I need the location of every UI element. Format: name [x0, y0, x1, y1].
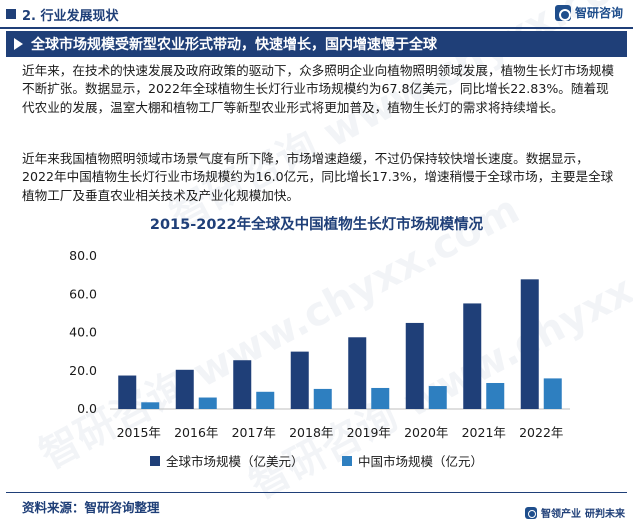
x-tick-label: 2017年 [232, 425, 276, 440]
bar [198, 397, 217, 409]
brand-logo-icon [554, 4, 571, 21]
bar [233, 360, 252, 409]
paragraph-china: 近年来我国植物照明领域市场景气度有所下降，市场增速趋缓，不过仍保持较快增长速度。… [22, 151, 614, 203]
brand-logo-icon [525, 506, 537, 519]
bar [290, 351, 309, 409]
arrow-right-icon [14, 38, 23, 50]
bar [175, 369, 194, 409]
legend-label: 中国市场规模（亿元） [358, 454, 483, 469]
slogan-a: 智领产业 [541, 509, 581, 520]
bar [256, 391, 275, 409]
top-divider [0, 27, 633, 29]
x-tick-label: 2020年 [404, 425, 448, 440]
section-title: 2. 行业发展现状 [22, 9, 119, 24]
y-tick-label: 40.0 [69, 325, 97, 340]
bar [428, 386, 447, 409]
chart-title: 2015-2022年全球及中国植物生长灯市场规模情况 [149, 217, 484, 233]
x-tick-label: 2016年 [174, 425, 218, 440]
x-tick-label: 2022年 [519, 425, 563, 440]
bar [463, 303, 482, 409]
bar [118, 375, 137, 409]
brand-logo: 智研咨询 [554, 4, 623, 21]
y-tick-label: 0.0 [77, 401, 97, 416]
source-note: 资料来源：智研咨询整理 [22, 500, 160, 515]
bar [348, 337, 367, 409]
brand-name: 智研咨询 [574, 6, 623, 20]
bar [520, 279, 539, 409]
slogan-b: 研判未来 [585, 509, 625, 520]
x-tick-label: 2021年 [462, 425, 506, 440]
bar [405, 322, 424, 409]
headline-text: 全球市场规模受新型农业形式带动，快速增长，国内增速慢于全球 [31, 37, 437, 53]
bar [141, 402, 160, 409]
y-tick-label: 20.0 [69, 363, 97, 378]
bar-chart: 0.0 20.0 40.0 60.0 80.0 2015年 2016年 2017年 2018年 2… [69, 248, 570, 469]
section-marker [6, 9, 16, 19]
y-tick-label: 80.0 [69, 248, 97, 263]
top-bar: 2. 行业发展现状 智研咨询 [0, 0, 633, 28]
bar [371, 387, 390, 409]
y-tick-label: 60.0 [69, 286, 97, 301]
bar [486, 382, 505, 409]
x-tick-label: 2018年 [289, 425, 333, 440]
x-tick-label: 2015年 [117, 425, 161, 440]
footer-slogan: 智领产业 研判未来 [525, 505, 625, 520]
bar [313, 388, 332, 409]
footer-divider [6, 492, 627, 493]
legend-label: 全球市场规模（亿美元） [166, 454, 304, 469]
paragraph-global: 近年来，在技术的快速发展及政府政策的驱动下，众多照明企业向植物照明领域发展，植物… [22, 63, 614, 115]
legend-swatch [150, 456, 160, 466]
bar [543, 378, 562, 409]
headline-banner: 全球市场规模受新型农业形式带动，快速增长，国内增速慢于全球 [6, 31, 627, 57]
legend-swatch [342, 456, 352, 466]
x-tick-label: 2019年 [347, 425, 391, 440]
